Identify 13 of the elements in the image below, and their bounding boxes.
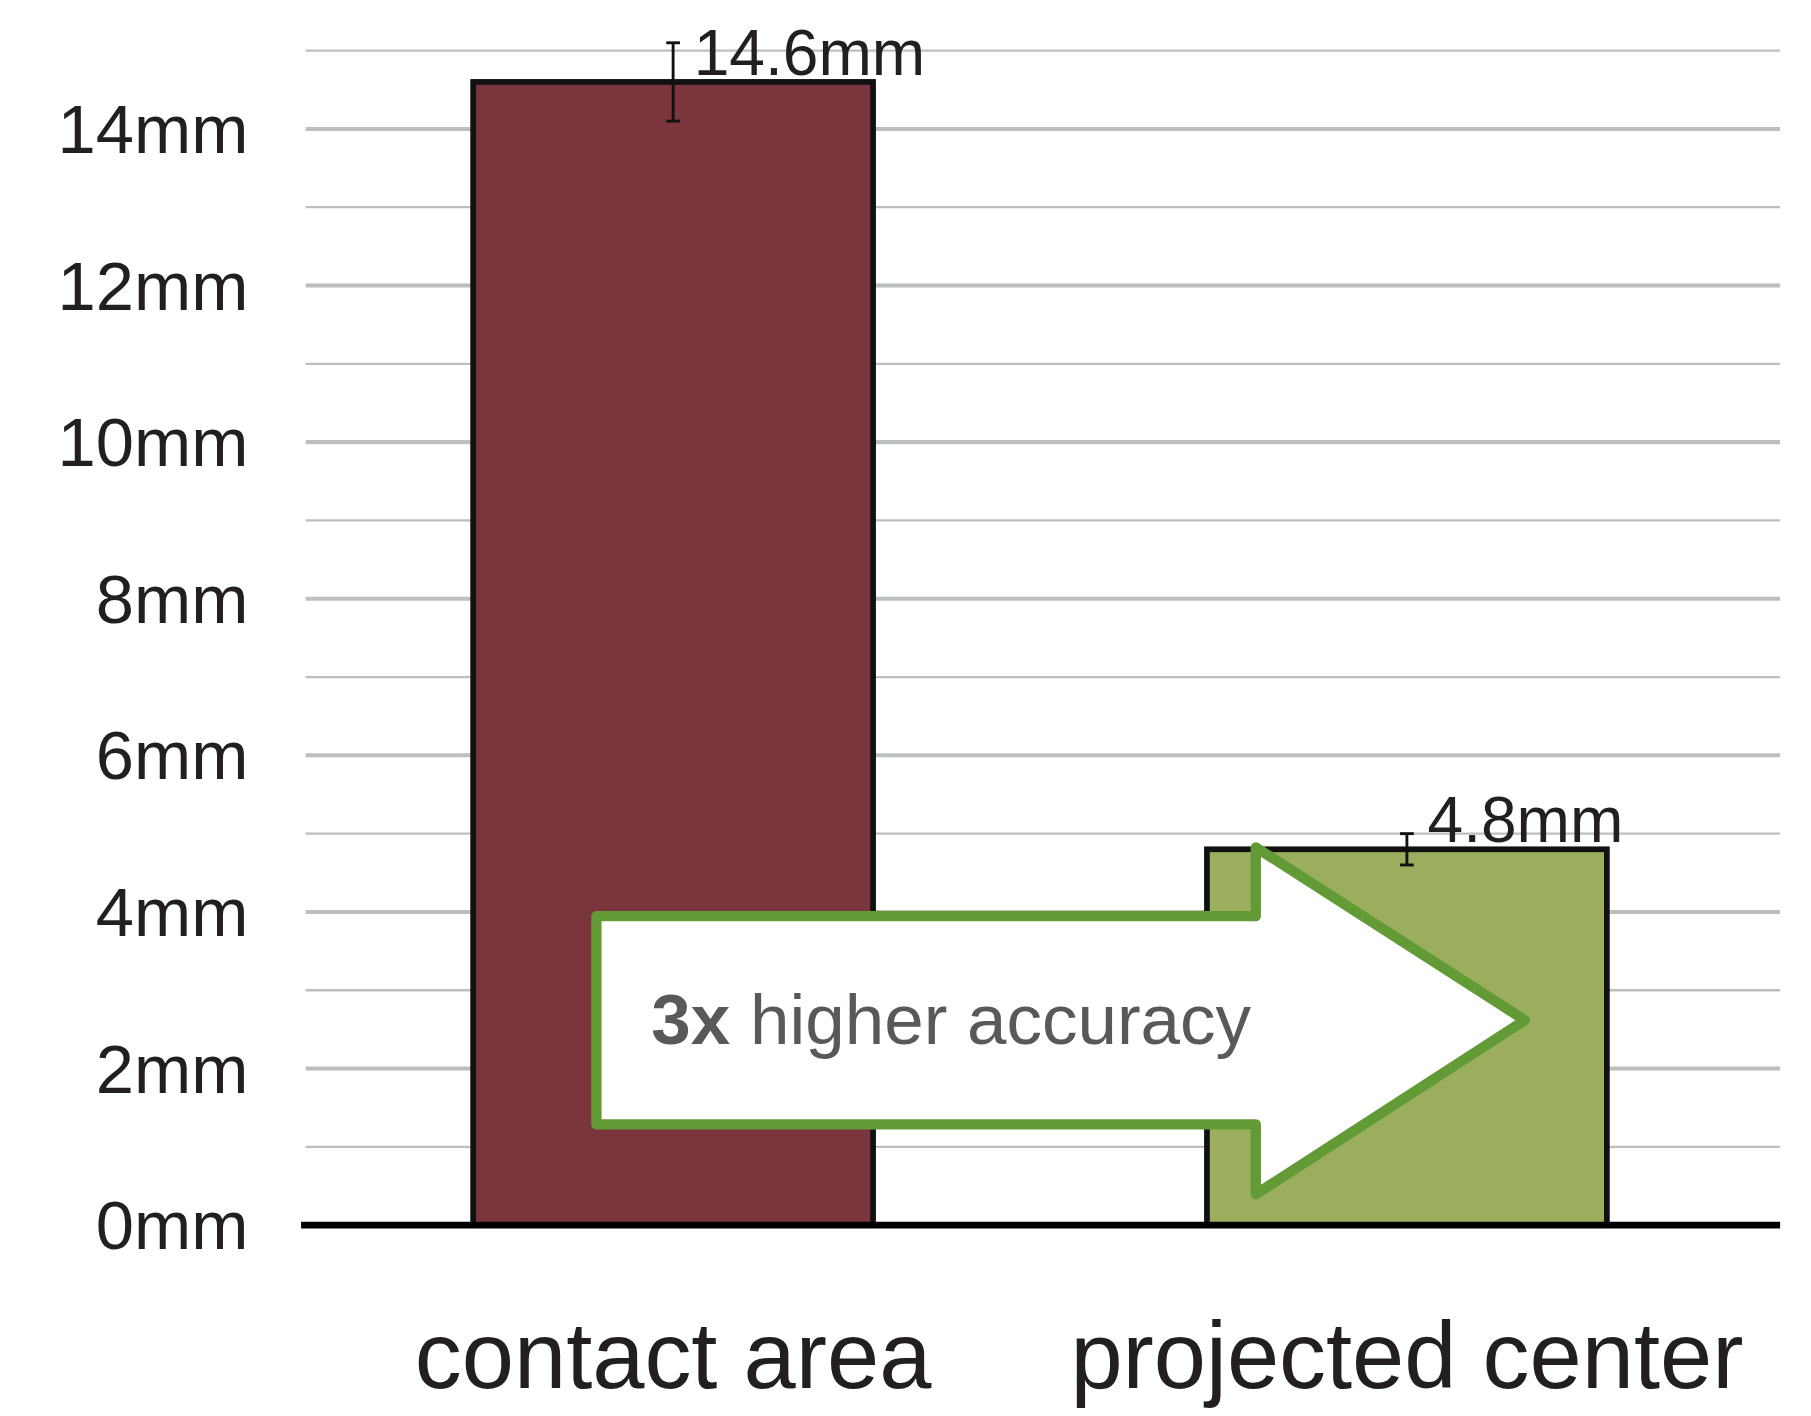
x-tick-label: contact area bbox=[414, 1302, 933, 1408]
y-tick-label: 14mm bbox=[57, 90, 249, 168]
y-tick-label: 10mm bbox=[57, 404, 249, 482]
y-tick-label: 8mm bbox=[95, 560, 249, 638]
data-label: 4.8mm bbox=[1427, 784, 1624, 857]
y-tick-label: 4mm bbox=[95, 873, 249, 951]
annotation: 3x higher accuracy bbox=[651, 980, 1252, 1060]
y-tick-label: 0mm bbox=[95, 1187, 249, 1265]
y-tick-label: 12mm bbox=[57, 247, 249, 325]
y-tick-label: 2mm bbox=[95, 1030, 249, 1108]
data-label: 14.6mm bbox=[693, 17, 926, 90]
y-tick-label: 6mm bbox=[95, 717, 249, 795]
x-tick-label: projected center bbox=[1070, 1302, 1744, 1408]
